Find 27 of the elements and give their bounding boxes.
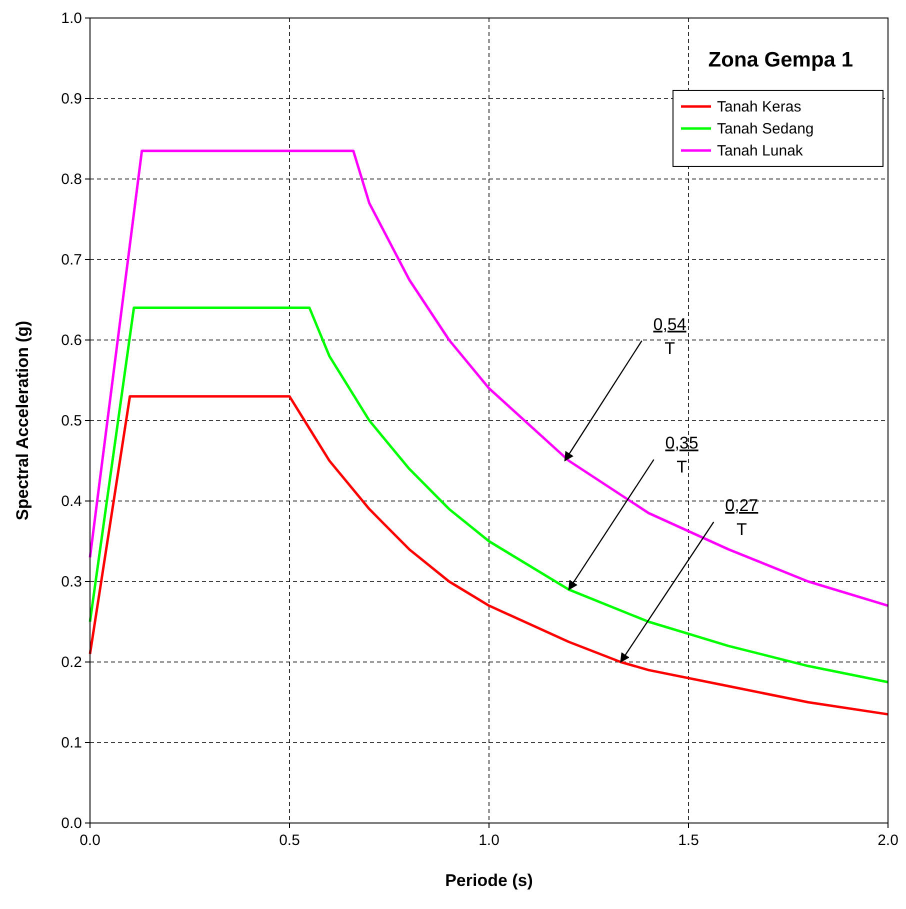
y-tick-label: 0.4	[61, 493, 82, 510]
y-tick-label: 0.3	[61, 574, 82, 590]
y-tick-label: 0.8	[61, 171, 82, 188]
text: Zona Gempa 1	[708, 48, 854, 72]
x-tick-label: 1.0	[478, 832, 500, 849]
legend-label: Tanah Sedang	[717, 120, 814, 138]
y-tick-label: 0.9	[61, 90, 82, 108]
annotation: 0,35 T	[665, 434, 698, 477]
x-tick-label: 1.5	[678, 832, 699, 849]
y-tick-label: 0.5	[61, 412, 82, 430]
legend-label: Tanah Lunak	[717, 142, 804, 160]
line-series	[88, 395, 890, 716]
x-tick-label: 0.5	[279, 832, 300, 849]
y-tick-label: 0.6	[61, 332, 82, 349]
annotation: 0,27 T	[725, 496, 758, 539]
x-axis-title: Periode (s)	[445, 871, 533, 890]
annotation: 0,54 T	[653, 314, 686, 358]
y-axis-title: Spectral Acceleration (g)	[13, 320, 32, 520]
line-series	[88, 306, 890, 684]
x-tick-label: 2.0	[878, 832, 898, 849]
y-tick-label: 0.7	[61, 252, 82, 268]
y-tick-label: 0.0	[61, 815, 82, 832]
x-tick-label: 0.0	[80, 832, 100, 849]
legend-label: Tanah Keras	[717, 98, 802, 116]
y-tick-label: 0.2	[61, 654, 82, 671]
y-tick-label: 0.1	[61, 734, 82, 752]
y-tick-label: 1.0	[61, 10, 82, 27]
